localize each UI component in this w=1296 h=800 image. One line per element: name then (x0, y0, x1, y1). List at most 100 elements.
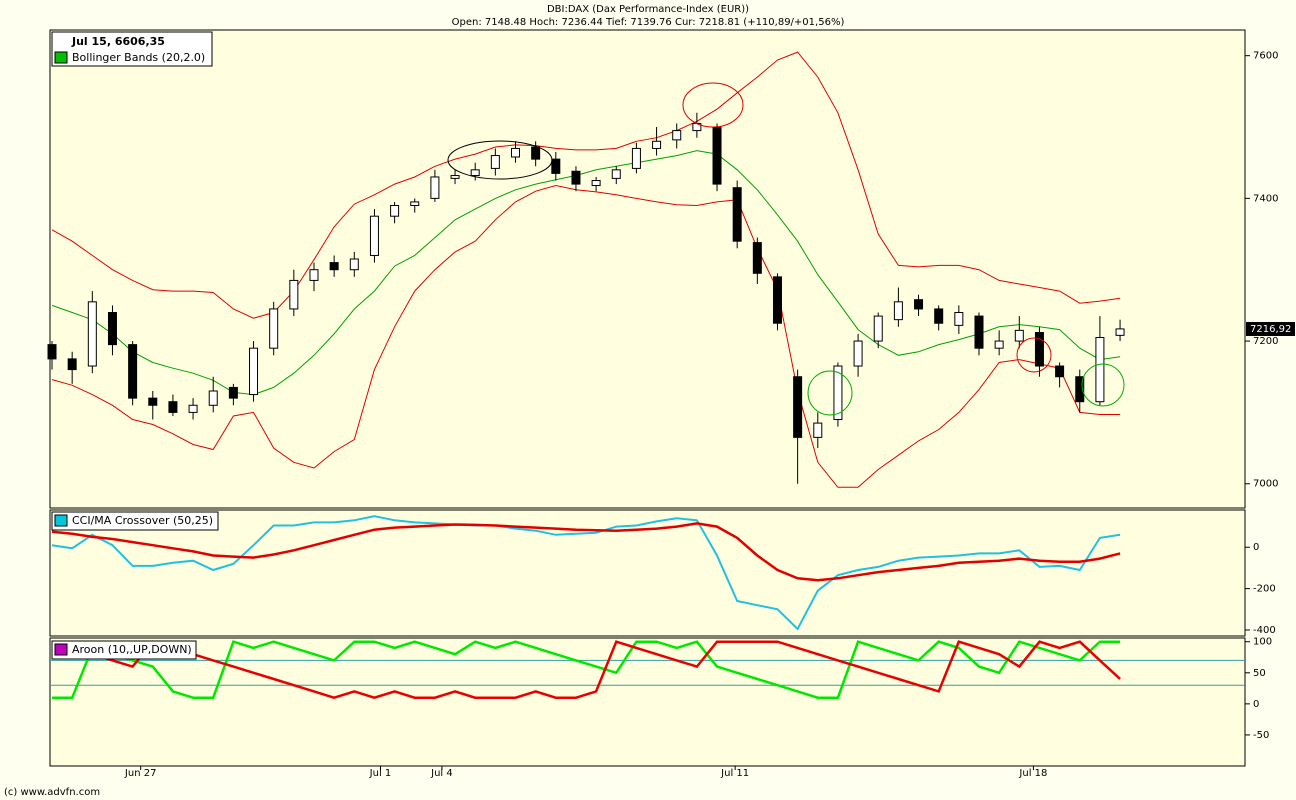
candle-body (994, 340, 1004, 349)
candle-body (269, 308, 279, 349)
annotations (447, 82, 1125, 416)
quote-line: Open: 7148.48 Hoch: 7236.44 Tief: 7139.7… (452, 17, 845, 28)
series-line (52, 640, 1121, 699)
x-tick-label: Jun 27 (124, 768, 157, 779)
candle-body (188, 404, 198, 413)
candle-body (208, 390, 218, 406)
legend-label: Aroon (10,,UP,DOWN) (72, 643, 192, 656)
y-tick-label: 7000 (1253, 479, 1278, 490)
candle-body (591, 180, 601, 187)
candle-body (732, 187, 742, 242)
candle-body (490, 155, 500, 169)
candle-body (914, 299, 924, 310)
candle-body (833, 365, 843, 421)
panel-frame (49, 29, 1246, 509)
x-tick-label: Jul 1 (369, 768, 392, 779)
band-line (51, 51, 1121, 319)
candle-body (934, 308, 944, 324)
y-tick-label: -200 (1253, 584, 1276, 595)
candle-body (470, 169, 480, 177)
candle-body (168, 401, 178, 413)
candle-body (128, 344, 138, 399)
candle-body (47, 344, 57, 360)
panel-frame (49, 637, 1246, 767)
legend-swatch (54, 514, 68, 527)
candle-body (390, 205, 400, 217)
annotation-ellipse (447, 140, 553, 180)
candle-body (571, 170, 581, 185)
candle-body (752, 242, 762, 274)
candle-body (672, 130, 682, 141)
candle-body (893, 301, 903, 321)
legend-swatch (54, 51, 68, 64)
y-tick-label: 7600 (1253, 51, 1278, 62)
y-tick-label: -400 (1253, 625, 1276, 636)
candle-body (349, 258, 359, 271)
annotation-ellipse (682, 82, 744, 128)
candle-body (772, 276, 782, 324)
candle-body (410, 201, 420, 207)
legend-cci: CCI/MA Crossover (50,25) (51, 511, 219, 531)
candle-body (611, 169, 621, 179)
candle-body (1034, 331, 1044, 367)
candle-body (974, 315, 984, 349)
x-tick-label: Jul 11 (720, 768, 749, 779)
y-tick-label: 0 (1253, 699, 1259, 710)
y-tick-label: 50 (1253, 668, 1266, 679)
candle-body (430, 176, 440, 199)
candle-body (873, 315, 883, 342)
legend-swatch (54, 643, 68, 656)
y-tick-label: 7400 (1253, 193, 1278, 204)
y-tick-label: 0 (1253, 542, 1259, 553)
candle-body (1014, 329, 1024, 342)
y-tick-label: -50 (1253, 730, 1269, 741)
footer: (c) www.advfn.com (4, 787, 100, 798)
legend-box (51, 31, 213, 67)
candle-body (511, 147, 521, 158)
candle-body (1075, 376, 1085, 403)
candle-body (813, 422, 823, 438)
candle-body (853, 340, 863, 367)
candle-body (712, 126, 722, 185)
last-price-label: 7216,92 (1250, 324, 1291, 335)
candle-body (1115, 328, 1125, 336)
series-line (51, 640, 1121, 700)
candle-body (148, 397, 158, 406)
candle-body (87, 301, 97, 367)
candle-body (1095, 336, 1105, 403)
candle-body (531, 146, 541, 160)
candle-body (369, 215, 379, 256)
candle-body (652, 140, 662, 149)
annotation-circle (1081, 363, 1125, 407)
x-tick-label: Jul 18 (1018, 768, 1047, 779)
candle-body (289, 279, 299, 310)
candle-body (1055, 365, 1065, 378)
candle-body (249, 347, 259, 396)
panel-frame (49, 509, 1246, 637)
series-line (51, 522, 1121, 582)
candle-body (450, 175, 460, 179)
y-tick-label: 100 (1253, 637, 1272, 648)
candle-body (228, 386, 238, 399)
last-price-tag (1246, 321, 1295, 336)
annotation-circle (807, 370, 853, 416)
legend-price: Jul 15, 6606,35 Bollinger Bands (20,2.0) (51, 31, 213, 67)
band-line (51, 184, 1121, 488)
legend-box (51, 640, 197, 660)
chart-title: DBI:DAX (Dax Performance-Index (EUR)) (547, 4, 749, 15)
legend-aroon: Aroon (10,,UP,DOWN) (51, 640, 197, 660)
candle-body (329, 262, 339, 271)
candle-body (793, 376, 803, 438)
x-tick-label: Jul 4 (430, 768, 453, 779)
series-line (51, 515, 1121, 631)
panels: 7000 7200 7400 7600 7216,92 0 -200 -400 -50 0 50 10… (47, 29, 1295, 779)
legend-label: Bollinger Bands (20,2.0) (72, 51, 205, 64)
legend-box (51, 511, 219, 531)
legend-label: CCI/MA Crossover (50,25) (72, 514, 213, 527)
legend-title: Jul 15, 6606,35 (71, 35, 165, 48)
candle-body (551, 158, 561, 174)
candle-body (67, 358, 77, 371)
candle-body (631, 147, 641, 169)
candle-body (309, 269, 319, 281)
